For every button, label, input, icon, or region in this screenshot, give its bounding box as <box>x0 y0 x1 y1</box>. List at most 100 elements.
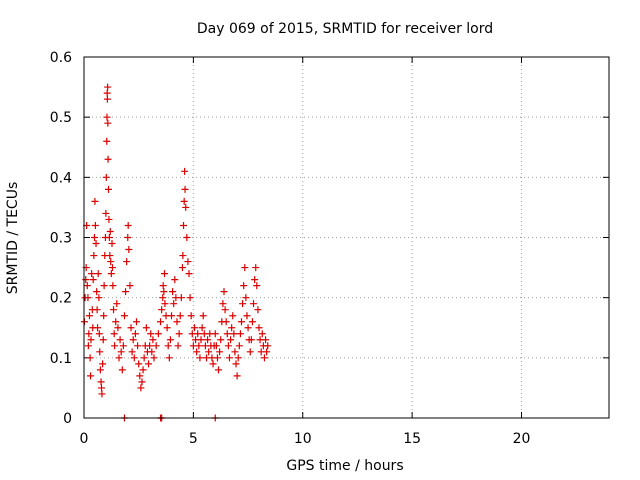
data-point <box>163 324 171 332</box>
data-point <box>138 378 146 386</box>
data-point <box>103 113 111 121</box>
data-point <box>152 342 160 350</box>
x-tick-label: 5 <box>189 431 198 447</box>
data-point <box>221 306 229 314</box>
data-point <box>116 336 124 344</box>
data-point <box>115 354 123 362</box>
x-tick-label: 15 <box>403 431 421 447</box>
data-point <box>106 227 114 235</box>
data-point <box>102 209 110 217</box>
data-point <box>136 372 144 380</box>
data-point <box>161 270 168 278</box>
data-point <box>108 264 116 272</box>
data-point <box>103 89 111 97</box>
data-point <box>166 336 174 344</box>
data-point <box>118 366 126 374</box>
data-point <box>239 300 247 308</box>
data-point <box>127 324 135 332</box>
data-point <box>150 354 158 362</box>
data-point <box>180 197 188 205</box>
data-point <box>123 258 131 266</box>
data-point <box>128 348 136 356</box>
data-point <box>112 318 120 326</box>
data-point <box>96 366 104 374</box>
data-point <box>104 155 112 163</box>
data-point <box>100 282 108 290</box>
x-tick-labels: 0 5 10 15 20 <box>80 431 531 447</box>
data-point <box>224 342 232 350</box>
data-point <box>205 348 213 356</box>
data-point <box>181 185 189 193</box>
data-point <box>105 234 113 241</box>
data-point <box>133 318 140 326</box>
data-point <box>194 330 202 338</box>
data-point <box>174 342 182 350</box>
data-point <box>183 234 191 241</box>
data-point <box>263 348 271 356</box>
data-point <box>99 360 107 368</box>
data-point <box>231 348 239 356</box>
data-point <box>159 294 167 302</box>
data-point <box>250 300 258 308</box>
data-point <box>186 294 194 302</box>
data-point <box>216 348 224 356</box>
data-point <box>84 342 92 350</box>
data-point <box>184 258 192 266</box>
data-point <box>119 342 127 350</box>
data-point <box>264 342 272 350</box>
y-tick-label: 0.4 <box>50 170 72 186</box>
data-point <box>212 342 220 350</box>
data-point <box>137 384 145 392</box>
x-tick-label: 10 <box>294 431 312 447</box>
data-point <box>219 300 227 308</box>
data-point <box>209 360 217 368</box>
chart-title: Day 069 of 2015, SRMTID for receiver lor… <box>197 21 493 37</box>
data-point <box>91 234 98 241</box>
data-point <box>95 294 103 302</box>
data-point <box>147 330 155 338</box>
data-point <box>233 372 241 380</box>
data-point <box>236 330 244 338</box>
data-point <box>105 185 112 193</box>
data-point <box>198 324 206 332</box>
data-point <box>173 318 181 326</box>
data-point <box>114 324 122 332</box>
data-point <box>94 270 102 278</box>
data-point <box>90 252 98 260</box>
data-point <box>222 318 230 326</box>
data-point <box>130 354 138 362</box>
axis-ticks <box>83 56 609 419</box>
data-point <box>103 137 111 145</box>
data-point <box>253 282 261 290</box>
data-point <box>190 324 198 332</box>
y-tick-label: 0.6 <box>50 50 72 66</box>
data-point <box>229 312 237 320</box>
data-point <box>109 282 117 290</box>
data-point <box>197 336 205 344</box>
data-point <box>82 276 90 284</box>
data-point <box>135 360 143 368</box>
data-point <box>217 336 225 344</box>
data-point <box>104 83 112 91</box>
y-tick-label: 0 <box>63 411 72 427</box>
plot-frame <box>83 56 610 419</box>
data-point <box>161 300 169 308</box>
data-point <box>193 348 201 356</box>
grid-lines <box>84 57 609 418</box>
data-point <box>122 288 130 296</box>
data-point <box>88 270 96 278</box>
data-point <box>176 312 184 320</box>
data-point <box>107 270 115 278</box>
data-point <box>234 354 242 362</box>
data-point <box>169 288 177 296</box>
data-point <box>89 276 97 284</box>
data-point <box>83 282 91 290</box>
x-axis-label: GPS time / hours <box>286 458 403 474</box>
data-point <box>107 258 115 266</box>
data-point <box>181 167 189 175</box>
data-point <box>100 312 108 320</box>
data-point <box>94 324 102 332</box>
data-point <box>93 288 101 296</box>
data-point <box>140 354 148 362</box>
